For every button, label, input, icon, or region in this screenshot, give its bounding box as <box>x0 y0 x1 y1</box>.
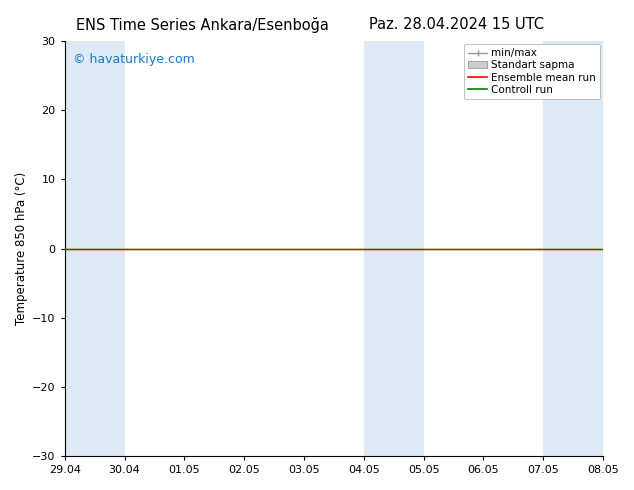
Bar <box>65 41 124 456</box>
Y-axis label: Temperature 850 hPa (°C): Temperature 850 hPa (°C) <box>15 172 28 325</box>
Text: ENS Time Series Ankara/Esenboğa: ENS Time Series Ankara/Esenboğa <box>77 17 329 33</box>
Legend: min/max, Standart sapma, Ensemble mean run, Controll run: min/max, Standart sapma, Ensemble mean r… <box>464 44 600 99</box>
Bar <box>543 41 603 456</box>
Bar <box>364 41 424 456</box>
Text: © havaturkiye.com: © havaturkiye.com <box>73 53 195 67</box>
Text: Paz. 28.04.2024 15 UTC: Paz. 28.04.2024 15 UTC <box>369 17 544 32</box>
